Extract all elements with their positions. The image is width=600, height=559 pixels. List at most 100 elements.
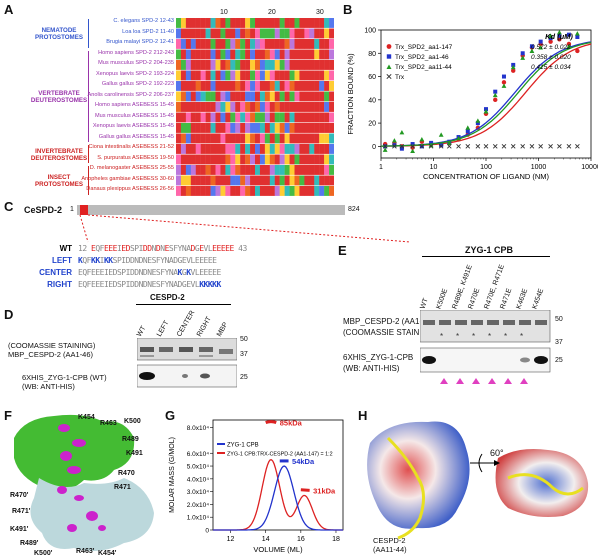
alignment-cell	[304, 165, 310, 175]
alignment-cell	[250, 49, 256, 60]
residue-char: Q	[82, 256, 87, 265]
alignment-cell	[235, 154, 241, 165]
alignment-cell	[279, 133, 285, 144]
data-point	[392, 143, 397, 148]
alignment-cell	[289, 144, 295, 154]
ruler-tick: 30	[316, 9, 324, 16]
alignment-cell	[215, 18, 221, 28]
alignment-cell	[235, 186, 241, 196]
alignment-cell	[314, 18, 320, 28]
data-point	[557, 33, 562, 38]
residue-char: F	[86, 268, 92, 277]
residue-char: D	[147, 244, 152, 253]
e-row-label-4: (WB: ANTI-HIS)	[343, 364, 400, 373]
d-header: CESPD-2	[150, 293, 185, 302]
alignment-cell	[225, 175, 231, 186]
alignment-cell	[245, 81, 251, 91]
alignment-cell	[284, 81, 290, 91]
y-tick-label: 0	[205, 528, 209, 535]
data-point	[501, 74, 506, 79]
alignment-cell	[200, 81, 206, 91]
alignment-cell	[190, 154, 196, 165]
alignment-cell	[324, 144, 330, 154]
alignment-cell	[180, 102, 187, 112]
residue-char: K	[103, 256, 109, 265]
residue-char: L	[207, 244, 213, 253]
alignment-cell	[230, 70, 236, 81]
y-tick-label: 80	[368, 51, 376, 58]
residue-char: E	[151, 280, 157, 289]
data-point	[475, 118, 481, 123]
alignment-cell	[294, 133, 300, 144]
species-label: Xenopus laevis SPD-2 193-224	[95, 70, 174, 77]
alignment-cell	[255, 18, 261, 28]
y-axis-label: FRACTION BOUND (%)	[346, 53, 355, 135]
alignment-cell	[299, 186, 305, 196]
alignment-cell	[245, 175, 251, 186]
alignment-cell	[309, 165, 315, 175]
residue-char: I	[103, 280, 109, 289]
data-point	[538, 144, 543, 149]
alignment-cell	[309, 186, 315, 196]
alignment-cell	[185, 91, 192, 102]
alignment-cell	[250, 70, 256, 81]
residue-char: E	[207, 256, 213, 265]
residue-char: S	[129, 244, 135, 253]
alignment-cell	[314, 39, 320, 49]
alignment-cell	[274, 91, 280, 102]
data-point	[392, 144, 397, 149]
data-point	[575, 34, 580, 39]
alignment-cell	[284, 102, 290, 112]
e-lane-labels: WT K500E R489E, K491E R470E R470E, R471E R471…	[419, 258, 550, 310]
alignment-cell	[240, 39, 246, 49]
residue-label: K491	[126, 450, 143, 457]
x-tick-label: 10000	[581, 164, 598, 171]
alignment-cell	[245, 186, 251, 196]
alignment-cell	[235, 49, 241, 60]
lane-label: R471E	[499, 287, 514, 310]
alignment-cell	[324, 60, 330, 70]
residue-char: N	[151, 244, 157, 253]
alignment-cell	[299, 123, 305, 133]
data-point	[438, 144, 444, 149]
alignment-cell	[250, 112, 256, 123]
alignment-cell	[195, 154, 201, 165]
alignment-cell	[269, 60, 275, 70]
residue-char: N	[164, 256, 170, 265]
residue-char: Q	[82, 268, 87, 277]
alignment-cell	[215, 186, 221, 196]
data-point	[529, 44, 534, 49]
species-label: Danaus plexippus ASEBESS 26-56	[86, 186, 174, 192]
alignment-cell	[319, 175, 325, 186]
data-point	[410, 145, 415, 150]
residue-char: E	[108, 268, 113, 277]
legend-kd: 0.358 ± 0.020	[531, 54, 571, 61]
alignment-cell	[294, 18, 300, 28]
alignment-cell	[269, 18, 275, 28]
residue-char: 1	[78, 244, 83, 253]
residue-char: G	[181, 280, 187, 289]
alignment-cell	[235, 39, 241, 49]
alignment-cell	[324, 175, 330, 186]
sequence-variants: WT 12 EQFEEEIEDSPIDDNDNESFYNADGEVLEEEEE 4…	[20, 244, 440, 304]
residue-char: E	[147, 256, 152, 265]
alignment-cell	[274, 60, 280, 70]
alignment-cell	[264, 133, 271, 144]
panel-label-a: A	[4, 2, 14, 17]
alignment-cell	[205, 81, 211, 91]
alignment-cell	[225, 18, 231, 28]
panel-label-g: G	[165, 408, 176, 423]
alignment-cell	[309, 70, 315, 81]
alignment-cell	[329, 133, 334, 144]
mass-label: 85kDa	[280, 419, 303, 428]
alignment-cell	[210, 175, 216, 186]
group-bracket	[88, 166, 89, 195]
alignment-cell	[210, 70, 216, 81]
alignment-cell	[255, 123, 261, 133]
species-label: Ciona intestinalis ASEBESS 21-52	[88, 144, 174, 150]
alignment-cell	[225, 112, 231, 123]
alignment-cell	[259, 133, 266, 144]
alignment-cell	[299, 154, 305, 165]
residue-char: E	[108, 244, 113, 253]
alignment-cell	[259, 81, 266, 91]
